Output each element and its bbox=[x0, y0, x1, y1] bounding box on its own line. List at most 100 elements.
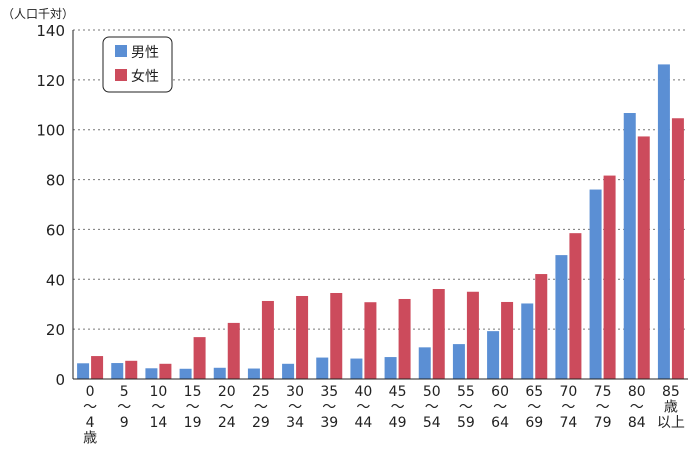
bar-male bbox=[657, 64, 670, 379]
bar-male bbox=[384, 357, 397, 379]
x-tick-label: 50 bbox=[423, 384, 441, 400]
bar-male bbox=[521, 303, 534, 379]
x-tick-label: 85 bbox=[662, 384, 680, 400]
x-tick-label: ～ bbox=[459, 400, 473, 416]
y-tick-label: 20 bbox=[46, 321, 65, 339]
x-tick-label: 24 bbox=[218, 415, 236, 431]
x-tick-label: ～ bbox=[186, 400, 200, 416]
bar-male bbox=[316, 357, 329, 379]
x-tick-label: 39 bbox=[320, 415, 338, 431]
x-tick-label: ～ bbox=[151, 400, 165, 416]
x-tick-label: 35 bbox=[320, 384, 338, 400]
bar-female bbox=[159, 363, 172, 379]
bar-male bbox=[111, 363, 124, 379]
bar-male bbox=[247, 368, 260, 379]
x-tick-label: 30 bbox=[286, 384, 304, 400]
y-tick-label: 120 bbox=[36, 72, 65, 90]
bar-male bbox=[452, 344, 465, 379]
x-tick-label: 25 bbox=[252, 384, 270, 400]
bar-male bbox=[179, 368, 192, 379]
bar-female bbox=[466, 291, 479, 379]
x-tick-label: ～ bbox=[356, 400, 370, 416]
x-tick-label: 64 bbox=[491, 415, 509, 431]
x-tick-label: 45 bbox=[389, 384, 407, 400]
x-tick-label: ～ bbox=[527, 400, 541, 416]
x-tick-label: 70 bbox=[560, 384, 578, 400]
y-tick-label: 60 bbox=[46, 221, 65, 239]
y-tick-label: 0 bbox=[55, 371, 65, 389]
bar-female bbox=[91, 356, 104, 379]
x-tick-label: ～ bbox=[254, 400, 268, 416]
y-tick-label: 80 bbox=[46, 172, 65, 190]
bar-female bbox=[364, 302, 377, 379]
bar-female bbox=[227, 322, 240, 379]
bars bbox=[77, 64, 684, 380]
bar-male bbox=[350, 358, 363, 379]
bar-female bbox=[535, 274, 548, 379]
bar-female bbox=[432, 289, 445, 379]
bar-female bbox=[671, 118, 684, 380]
bar-male bbox=[213, 367, 226, 379]
bar-male bbox=[77, 363, 90, 379]
bar-male bbox=[623, 113, 636, 379]
x-tick-label: 65 bbox=[525, 384, 543, 400]
bar-female bbox=[398, 298, 411, 379]
x-tick-label: 54 bbox=[423, 415, 441, 431]
x-tick-label: 40 bbox=[355, 384, 373, 400]
bar-female bbox=[296, 295, 309, 379]
bar-female bbox=[603, 175, 616, 379]
x-tick-label: ～ bbox=[425, 400, 439, 416]
bar-female bbox=[569, 233, 582, 379]
bar-female bbox=[501, 301, 514, 379]
legend: 男性 女性 bbox=[102, 36, 173, 93]
y-tick-label: 40 bbox=[46, 271, 65, 289]
x-tick-label: 55 bbox=[457, 384, 475, 400]
legend-label-male: 男性 bbox=[131, 45, 159, 61]
x-tick-label: 75 bbox=[594, 384, 612, 400]
bar-male bbox=[487, 331, 500, 379]
x-tick-label: 80 bbox=[628, 384, 646, 400]
x-tick-label: 79 bbox=[594, 415, 612, 431]
x-tick-label: 59 bbox=[457, 415, 475, 431]
bar-female bbox=[637, 136, 650, 379]
x-tick-label: 5 bbox=[120, 384, 129, 400]
x-tick-label: 14 bbox=[150, 415, 168, 431]
x-tick-label: ～ bbox=[493, 400, 507, 416]
bar-male bbox=[589, 189, 602, 379]
y-axis-unit-label: （人口千対） bbox=[2, 7, 74, 21]
bar-female bbox=[330, 292, 343, 379]
x-tick-label: 49 bbox=[389, 415, 407, 431]
x-tick-label: 34 bbox=[286, 415, 304, 431]
x-tick-label: ～ bbox=[83, 400, 97, 416]
x-tick-label: ～ bbox=[391, 400, 405, 416]
x-tick-label: 19 bbox=[184, 415, 202, 431]
x-tick-label: 44 bbox=[355, 415, 373, 431]
x-tick-label: ～ bbox=[220, 400, 234, 416]
legend-label-female: 女性 bbox=[131, 68, 159, 85]
x-tick-label: 0 bbox=[86, 384, 95, 400]
y-tick-label: 140 bbox=[36, 22, 65, 40]
x-tick-label: 29 bbox=[252, 415, 270, 431]
y-tick-label: 100 bbox=[36, 122, 65, 140]
bar-male bbox=[555, 255, 568, 379]
bar-male bbox=[418, 347, 431, 379]
x-tick-label: 歳 bbox=[83, 431, 97, 447]
x-tick-label: 以上 bbox=[657, 415, 685, 431]
x-tick-label: 60 bbox=[491, 384, 509, 400]
x-tick-label: 10 bbox=[150, 384, 168, 400]
x-tick-label: 15 bbox=[184, 384, 202, 400]
bar-female bbox=[125, 360, 138, 379]
x-tick-label: 歳 bbox=[664, 400, 678, 416]
x-tick-label: 84 bbox=[628, 415, 646, 431]
legend-swatch-male bbox=[115, 45, 127, 57]
x-tick-label: ～ bbox=[322, 400, 336, 416]
x-tick-label: ～ bbox=[561, 400, 575, 416]
bar-male bbox=[145, 368, 158, 379]
x-tick-label: 20 bbox=[218, 384, 236, 400]
x-tick-label: 69 bbox=[525, 415, 543, 431]
x-tick-label: ～ bbox=[117, 400, 131, 416]
x-tick-label: 9 bbox=[120, 415, 129, 431]
bar-female bbox=[261, 300, 274, 379]
